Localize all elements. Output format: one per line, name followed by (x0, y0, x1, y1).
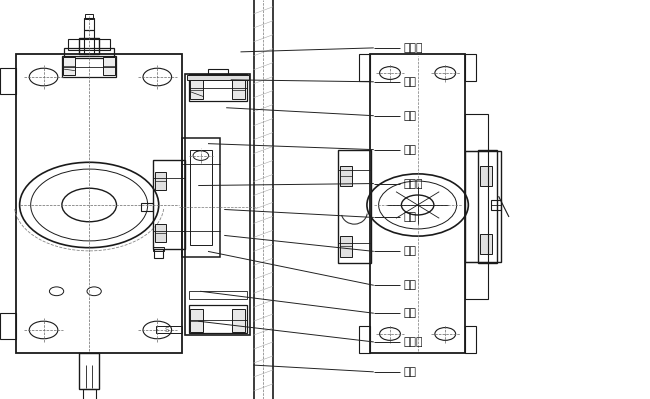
Bar (232, 309, 245, 332)
Bar (188, 291, 247, 298)
Bar (190, 77, 203, 99)
Text: 蝸輪: 蝸輪 (403, 280, 416, 290)
Bar (465, 114, 488, 151)
Text: S: S (165, 326, 169, 333)
Bar (491, 200, 500, 210)
Bar (84, 18, 94, 30)
Bar (64, 48, 114, 58)
Text: 軸承: 軸承 (403, 111, 416, 121)
Bar (232, 77, 245, 99)
Bar (480, 234, 492, 254)
Bar (208, 69, 227, 74)
Bar (155, 172, 166, 190)
Text: 銘牌: 銘牌 (403, 308, 416, 318)
Text: 大端蓋: 大端蓋 (403, 178, 422, 189)
Text: 輸入軸: 輸入軸 (403, 43, 422, 53)
Text: 箱體: 箱體 (403, 144, 416, 155)
Text: 注油杯: 注油杯 (403, 337, 422, 347)
Bar (370, 54, 465, 353)
Bar (478, 150, 497, 263)
Bar (153, 247, 164, 251)
Bar (190, 150, 212, 245)
Bar (465, 326, 476, 353)
Text: 絲杆: 絲杆 (403, 367, 416, 377)
Bar (465, 151, 500, 262)
Bar (83, 389, 96, 399)
Bar (141, 203, 153, 211)
Bar (359, 54, 370, 81)
Bar (156, 326, 182, 333)
Bar (340, 236, 352, 257)
Bar (16, 54, 182, 353)
Bar (153, 160, 185, 249)
Bar (480, 166, 492, 186)
Text: 軸承: 軸承 (403, 246, 416, 257)
Bar (340, 166, 352, 186)
Bar (190, 309, 203, 332)
Bar (85, 14, 93, 19)
Bar (188, 74, 247, 101)
Bar (465, 262, 488, 299)
Bar (155, 224, 166, 242)
Bar (182, 138, 220, 257)
Bar (187, 75, 249, 80)
Bar (465, 54, 476, 81)
Bar (68, 39, 110, 50)
Bar (79, 38, 99, 54)
Bar (359, 326, 370, 353)
Bar (188, 305, 247, 333)
Bar (338, 150, 370, 263)
Bar (79, 353, 99, 389)
Text: 油封: 油封 (403, 77, 416, 87)
Bar (63, 57, 75, 75)
Bar (185, 74, 250, 335)
Bar (62, 56, 116, 77)
Bar (0, 313, 16, 339)
Bar (154, 249, 163, 258)
Text: 油封: 油封 (403, 212, 416, 223)
Bar (84, 30, 94, 54)
Bar (103, 57, 115, 75)
Bar (0, 68, 16, 94)
